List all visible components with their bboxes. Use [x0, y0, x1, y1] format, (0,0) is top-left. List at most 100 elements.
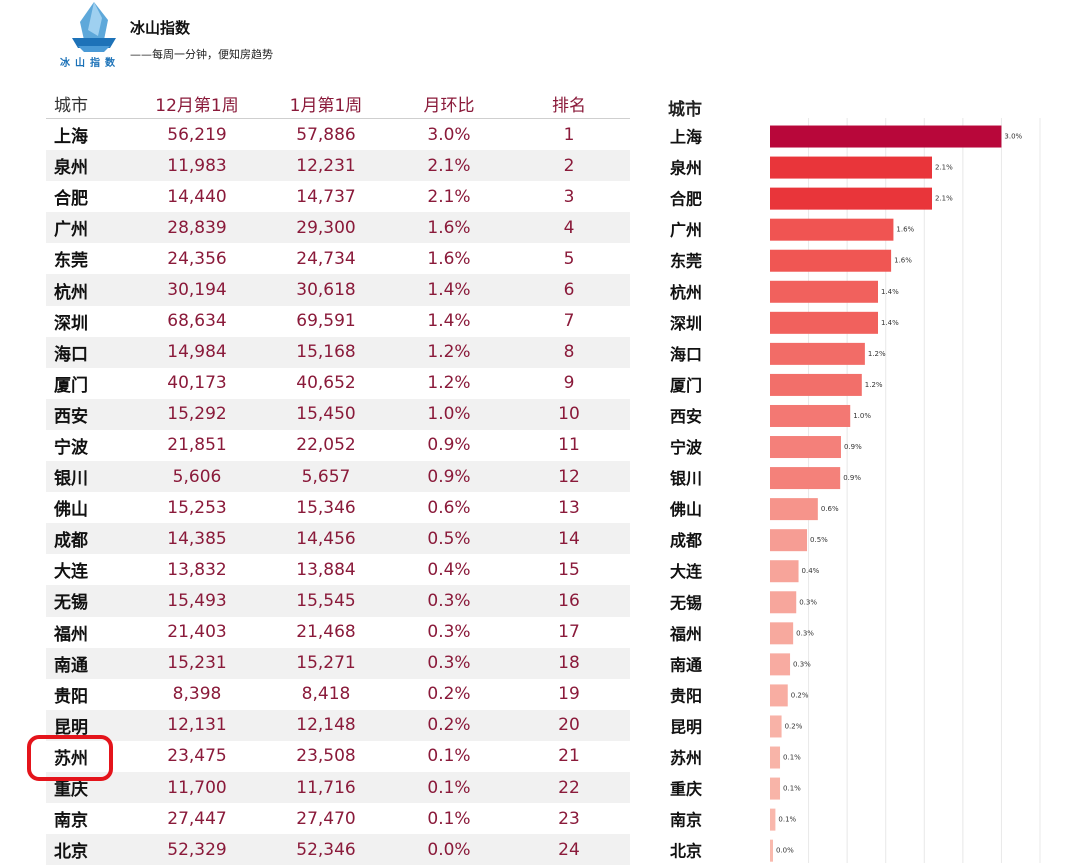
cell-dec: 40,173: [167, 373, 227, 394]
cell-rank: 2: [563, 155, 575, 176]
bar: [770, 125, 1002, 148]
cell-jan: 40,652: [296, 373, 356, 394]
cell-dec: 28,839: [167, 217, 227, 238]
category-label: 南通: [670, 655, 702, 674]
bar: [770, 467, 841, 490]
cell-city: 北京: [54, 842, 88, 863]
category-label: 无锡: [669, 593, 702, 612]
value-label: 0.1%: [783, 785, 801, 793]
cell-dec: 27,447: [167, 808, 227, 829]
cell-city: 西安: [54, 406, 88, 427]
cell-jan: 27,470: [296, 808, 356, 829]
value-label: 0.3%: [796, 629, 814, 637]
header-rank: 排名: [552, 95, 586, 116]
bar: [770, 436, 841, 459]
cell-mom: 2.1%: [427, 155, 471, 176]
cell-rank: 14: [558, 528, 580, 549]
category-label: 泉州: [670, 159, 702, 178]
value-label: 0.1%: [778, 816, 796, 824]
category-label: 福州: [669, 624, 702, 643]
cell-rank: 15: [558, 559, 580, 580]
bar: [770, 404, 851, 427]
cell-jan: 15,346: [296, 497, 356, 518]
cell-dec: 21,851: [167, 435, 227, 456]
value-label: 0.3%: [799, 598, 817, 606]
value-label: 1.2%: [868, 350, 886, 358]
cell-rank: 4: [563, 217, 575, 238]
cell-rank: 1: [563, 124, 575, 145]
cell-mom: 0.1%: [427, 808, 471, 829]
cell-dec: 5,606: [172, 466, 222, 487]
category-label: 大连: [670, 562, 703, 581]
cell-city: 泉州: [54, 158, 88, 179]
cell-rank: 23: [558, 808, 580, 829]
cell-rank: 13: [558, 497, 580, 518]
bar: [770, 218, 894, 241]
cell-dec: 13,832: [167, 559, 227, 580]
cell-mom: 1.0%: [427, 404, 471, 425]
cell-rank: 8: [563, 342, 575, 363]
value-label: 0.3%: [793, 660, 811, 668]
category-label: 佛山: [669, 500, 702, 519]
cell-mom: 1.4%: [427, 280, 471, 301]
cell-mom: 0.3%: [427, 653, 471, 674]
cell-mom: 0.9%: [427, 435, 471, 456]
cell-jan: 8,418: [301, 684, 351, 705]
table-row: 昆明 12,131 12,148 0.2% 20: [46, 709, 630, 741]
cell-city: 厦门: [54, 375, 88, 396]
header-jan: 1月第1周: [289, 95, 363, 116]
cell-rank: 10: [558, 404, 580, 425]
cell-city: 深圳: [54, 313, 88, 334]
bar: [770, 715, 782, 738]
cell-mom: 0.3%: [427, 590, 471, 611]
cell-jan: 12,148: [296, 715, 356, 736]
category-label: 苏州: [670, 749, 702, 768]
value-label: 0.9%: [843, 474, 861, 482]
cell-city: 合肥: [54, 189, 88, 210]
header-city: 城市: [54, 95, 88, 116]
table-row: 广州 28,839 29,300 1.6% 4: [46, 212, 630, 244]
cell-mom: 2.1%: [427, 186, 471, 207]
cell-rank: 6: [563, 280, 575, 301]
cell-jan: 22,052: [296, 435, 356, 456]
category-label: 重庆: [670, 780, 702, 799]
cell-rank: 20: [558, 715, 580, 736]
brand-name: 冰山指数: [130, 19, 191, 37]
cell-mom: 1.6%: [427, 248, 471, 269]
bar: [770, 622, 794, 645]
cell-mom: 3.0%: [427, 124, 471, 145]
cell-dec: 24,356: [167, 248, 227, 269]
cell-mom: 0.2%: [427, 715, 471, 736]
header-dec: 12月第1周: [155, 95, 239, 116]
cell-city: 南通: [54, 655, 88, 676]
table-row: 无锡 15,493 15,545 0.3% 16: [46, 585, 630, 617]
cell-rank: 11: [558, 435, 580, 456]
cell-dec: 14,440: [167, 186, 227, 207]
cell-city: 苏州: [54, 748, 88, 769]
cell-jan: 14,737: [296, 186, 356, 207]
cell-dec: 68,634: [167, 311, 227, 332]
value-label: 2.1%: [935, 195, 953, 203]
cell-city: 福州: [54, 624, 88, 645]
value-label: 1.6%: [894, 257, 912, 265]
cell-city: 贵阳: [54, 686, 88, 707]
cell-mom: 0.1%: [427, 746, 471, 767]
cell-dec: 15,231: [167, 653, 227, 674]
bar: [770, 777, 781, 800]
cell-mom: 0.1%: [427, 777, 471, 798]
bar: [770, 498, 818, 521]
category-label: 东莞: [670, 252, 702, 271]
category-label: 贵阳: [670, 686, 702, 705]
cell-rank: 9: [563, 373, 575, 394]
table-row: 泉州 11,983 12,231 2.1% 2: [46, 150, 630, 182]
category-label: 西安: [670, 407, 702, 426]
category-label: 南京: [670, 811, 702, 830]
value-label: 1.4%: [881, 288, 899, 296]
cell-mom: 0.4%: [427, 559, 471, 580]
cell-rank: 5: [563, 248, 575, 269]
bar: [770, 653, 791, 676]
tagline: ——每周一分钟，便知房趋势: [130, 48, 273, 61]
cell-rank: 12: [558, 466, 580, 487]
cell-jan: 52,346: [296, 839, 356, 860]
table-row: 南通 15,231 15,271 0.3% 18: [46, 647, 630, 679]
